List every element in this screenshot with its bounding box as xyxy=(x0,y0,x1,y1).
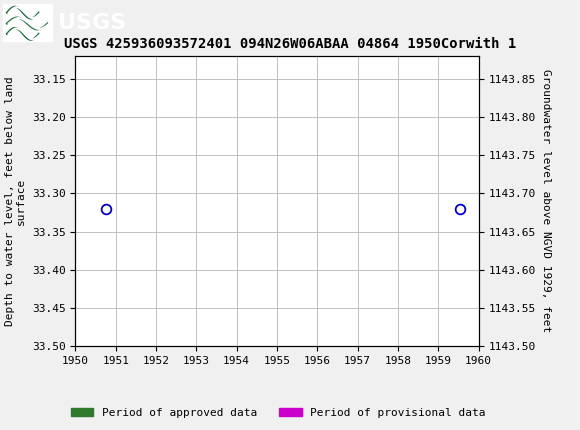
FancyBboxPatch shape xyxy=(3,3,52,41)
Y-axis label: Groundwater level above NGVD 1929, feet: Groundwater level above NGVD 1929, feet xyxy=(541,69,551,333)
Y-axis label: Depth to water level, feet below land
surface: Depth to water level, feet below land su… xyxy=(5,76,26,326)
Text: USGS 425936093572401 094N26W06ABAA 04864 1950Corwith 1: USGS 425936093572401 094N26W06ABAA 04864… xyxy=(64,37,516,51)
Text: USGS: USGS xyxy=(58,12,126,33)
Legend: Period of approved data, Period of provisional data: Period of approved data, Period of provi… xyxy=(66,403,491,422)
